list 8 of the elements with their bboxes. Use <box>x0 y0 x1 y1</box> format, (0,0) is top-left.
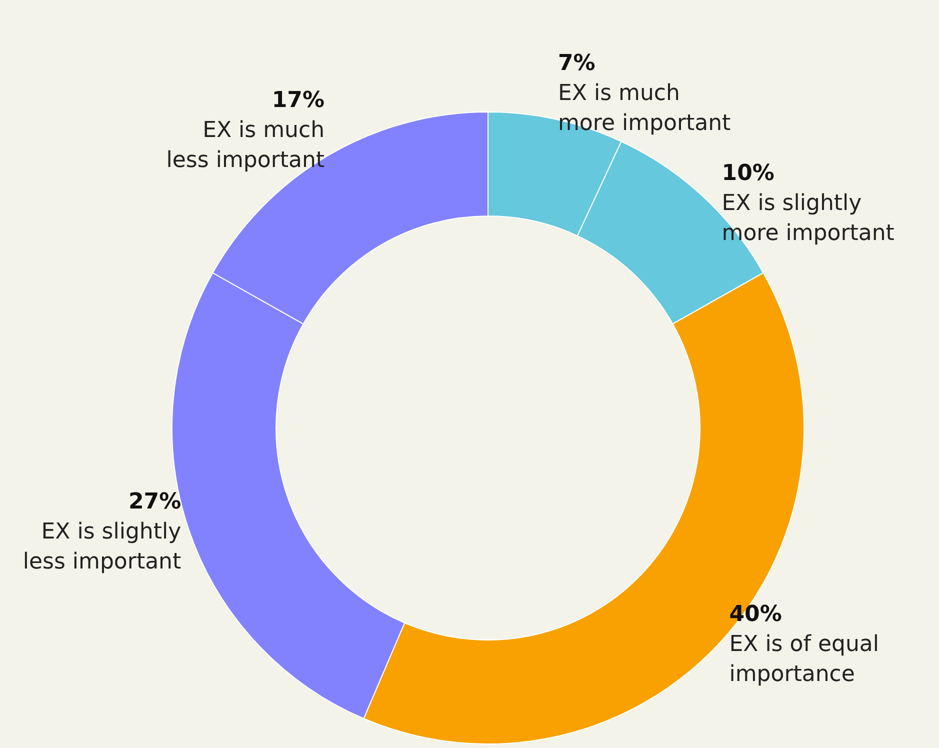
data-label: 17% <box>272 88 325 113</box>
slice-label: EX is much more important <box>558 81 732 136</box>
slice-label: EX is of equal importance <box>729 632 880 687</box>
slice-label: EX is much less important <box>166 118 325 173</box>
data-label: 7% <box>558 51 596 76</box>
slice-label: EX is slightly less important <box>22 519 182 574</box>
data-label: 27% <box>128 489 182 514</box>
data-label: 10% <box>722 161 774 186</box>
